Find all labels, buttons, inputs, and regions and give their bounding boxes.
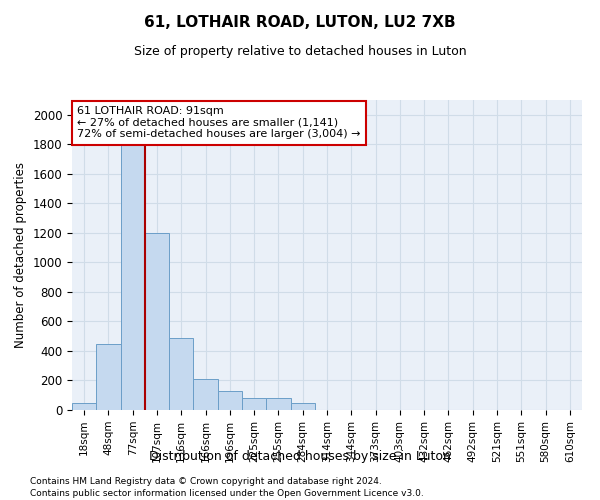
Text: 61 LOTHAIR ROAD: 91sqm
← 27% of detached houses are smaller (1,141)
72% of semi-: 61 LOTHAIR ROAD: 91sqm ← 27% of detached… [77,106,361,140]
Y-axis label: Number of detached properties: Number of detached properties [14,162,27,348]
Bar [290,402,315,410]
Text: Contains HM Land Registry data © Crown copyright and database right 2024.: Contains HM Land Registry data © Crown c… [30,478,382,486]
Bar [121,122,145,410]
Bar [218,391,242,410]
Bar [145,233,169,410]
Bar [96,344,121,410]
Bar [266,398,290,410]
Bar [72,402,96,410]
Text: Size of property relative to detached houses in Luton: Size of property relative to detached ho… [134,45,466,58]
Bar [169,338,193,410]
Text: 61, LOTHAIR ROAD, LUTON, LU2 7XB: 61, LOTHAIR ROAD, LUTON, LU2 7XB [144,15,456,30]
Bar [242,398,266,410]
Bar [193,379,218,410]
Text: Distribution of detached houses by size in Luton: Distribution of detached houses by size … [149,450,451,463]
Text: Contains public sector information licensed under the Open Government Licence v3: Contains public sector information licen… [30,489,424,498]
